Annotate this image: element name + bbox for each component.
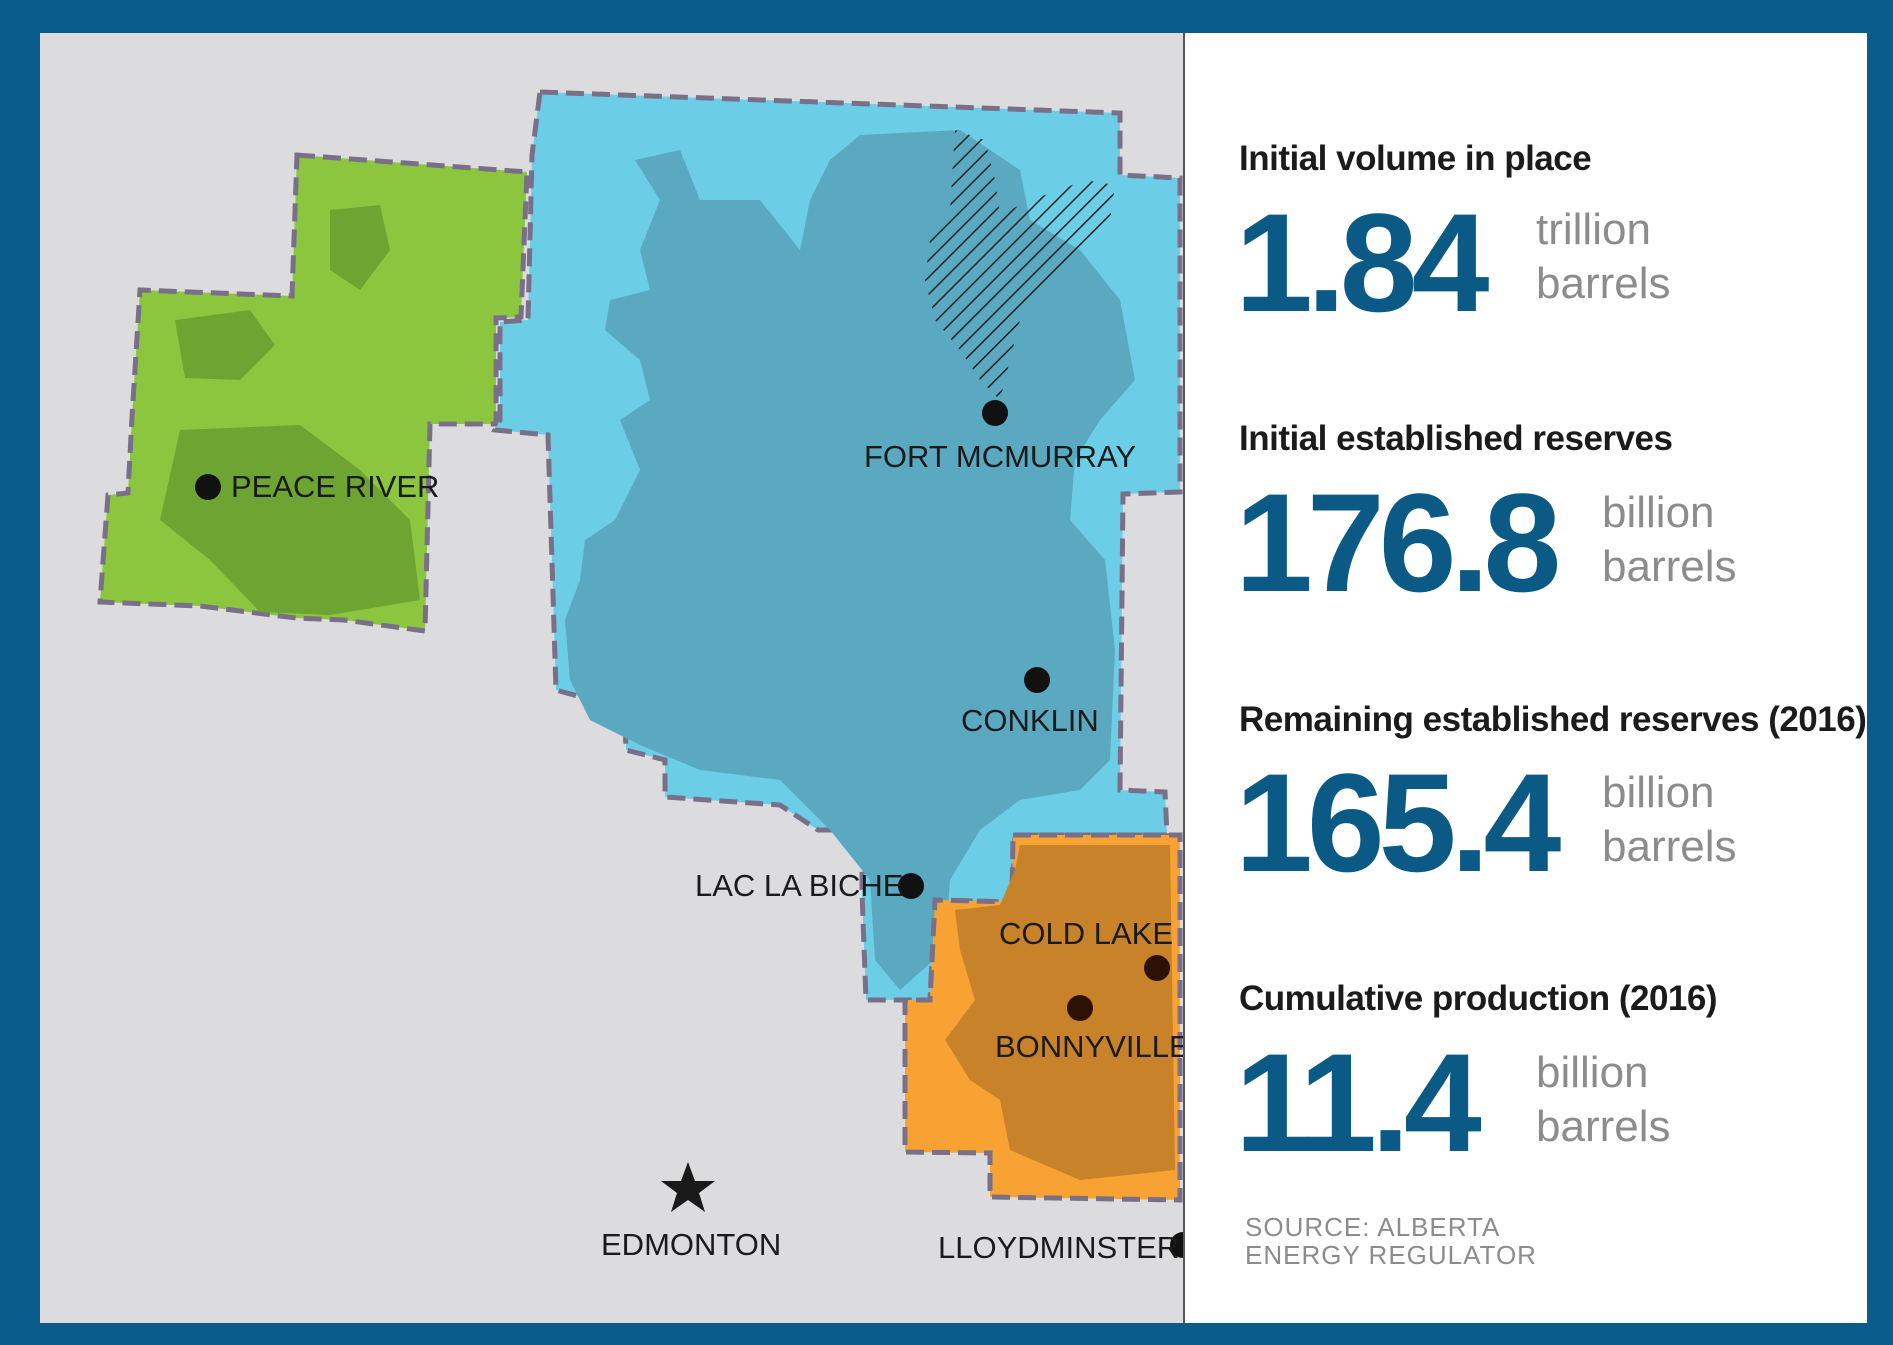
city-label-edmonton: EDMONTON bbox=[601, 1227, 781, 1262]
stat-unit-line2: barrels bbox=[1602, 822, 1737, 871]
stat-unit-line1: trillion bbox=[1536, 205, 1651, 254]
peace-river-dark-area bbox=[160, 205, 420, 615]
map-panel: PEACE RIVER FORT MCMURRAY CONKLIN LAC LA… bbox=[40, 33, 1196, 1323]
statistics-panel: Initial volume in place 1.84 trillion ba… bbox=[1183, 33, 1867, 1323]
mining-area-hatch bbox=[925, 130, 1115, 400]
stat-label-initial-reserves: Initial established reserves bbox=[1239, 419, 1673, 458]
peace-river-dot bbox=[195, 474, 221, 500]
bonnyville-dot bbox=[1067, 995, 1093, 1021]
stat-unit-line2: barrels bbox=[1602, 542, 1737, 591]
city-label-peace-river: PEACE RIVER bbox=[231, 469, 439, 504]
city-label-fort-mcmurray: FORT MCMURRAY bbox=[864, 439, 1136, 474]
stat-unit-initial-reserves: billion barrels bbox=[1602, 486, 1737, 594]
source-credit: SOURCE: ALBERTA ENERGY REGULATOR bbox=[1245, 1213, 1537, 1269]
stat-unit-cumulative-production: billion barrels bbox=[1536, 1046, 1671, 1154]
stat-value-cumulative-production: 11.4 bbox=[1235, 1024, 1482, 1181]
stat-unit-remaining-reserves: billion barrels bbox=[1602, 766, 1737, 874]
stat-label-remaining-reserves: Remaining established reserves (2016) bbox=[1239, 700, 1867, 739]
source-line2: ENERGY REGULATOR bbox=[1245, 1240, 1537, 1270]
city-label-conklin: CONKLIN bbox=[961, 703, 1099, 738]
city-label-cold-lake: COLD LAKE bbox=[999, 916, 1173, 951]
stat-unit-line2: barrels bbox=[1536, 259, 1671, 308]
conklin-dot bbox=[1024, 667, 1050, 693]
source-line1: SOURCE: ALBERTA bbox=[1245, 1212, 1501, 1242]
stat-label-initial-volume: Initial volume in place bbox=[1239, 139, 1592, 178]
fort-mcmurray-dot bbox=[982, 400, 1008, 426]
city-label-lac-la-biche: LAC LA BICHE bbox=[695, 868, 903, 903]
stat-value-remaining-reserves: 165.4 bbox=[1235, 744, 1561, 901]
stat-unit-line1: billion bbox=[1602, 768, 1715, 817]
lac-la-biche-dot bbox=[898, 873, 924, 899]
stat-unit-line1: billion bbox=[1536, 1048, 1649, 1097]
stat-value-initial-volume: 1.84 bbox=[1235, 184, 1489, 341]
city-label-bonnyville: BONNYVILLE bbox=[995, 1029, 1183, 1064]
stat-unit-line1: billion bbox=[1602, 488, 1715, 537]
oil-sands-map: PEACE RIVER FORT MCMURRAY CONKLIN LAC LA… bbox=[97, 89, 1196, 1265]
stat-unit-initial-volume: trillion barrels bbox=[1536, 203, 1671, 311]
cold-lake-dark-area bbox=[945, 845, 1175, 1180]
star-icon bbox=[661, 1162, 715, 1212]
stat-label-cumulative-production: Cumulative production (2016) bbox=[1239, 979, 1718, 1018]
cold-lake-dot bbox=[1144, 955, 1170, 981]
city-label-lloydminster: LLOYDMINSTER bbox=[938, 1230, 1179, 1265]
stat-value-initial-reserves: 176.8 bbox=[1235, 464, 1561, 621]
stat-unit-line2: barrels bbox=[1536, 1102, 1671, 1151]
